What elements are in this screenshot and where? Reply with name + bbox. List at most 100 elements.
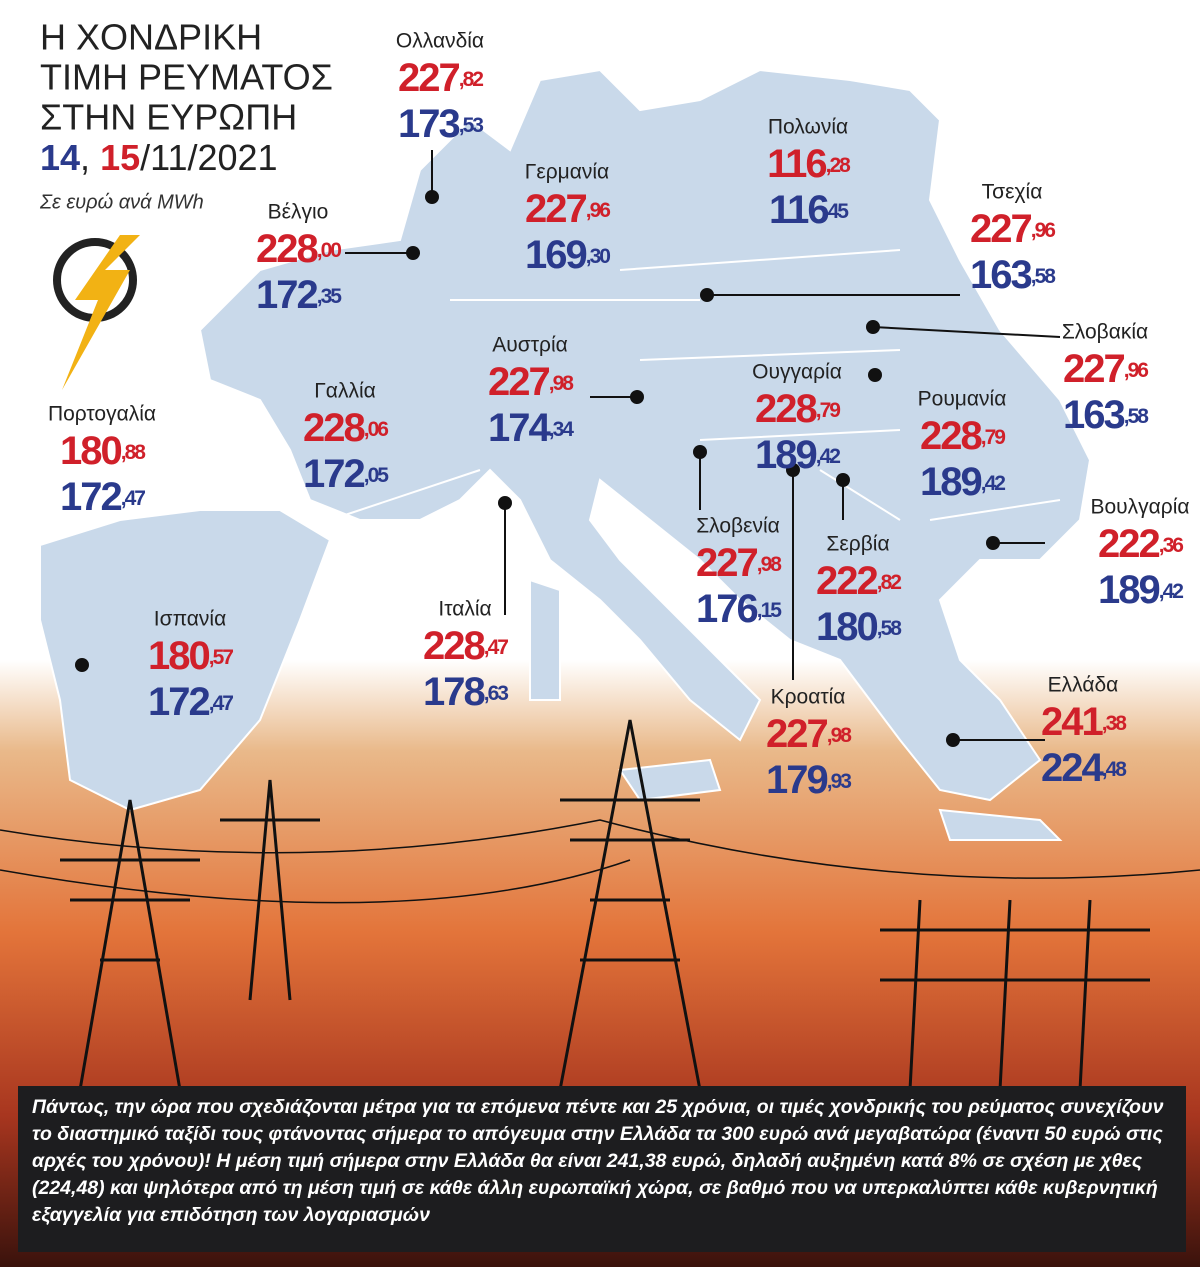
price-fraction: ,98	[757, 553, 783, 576]
price-red: 228,00	[256, 227, 341, 271]
price-red: 227,96	[1063, 347, 1148, 391]
location-dot	[425, 190, 439, 204]
price-red: 222,36	[1098, 522, 1183, 566]
country-name: Βέλγιο	[268, 201, 329, 224]
unit: Σε ευρώ ανά MWh	[39, 191, 204, 213]
price-fraction: ,05	[364, 464, 390, 487]
price-whole: 116	[767, 142, 826, 186]
price-whole: 228	[423, 624, 485, 668]
price-fraction: ,47	[484, 636, 509, 659]
price-fraction: ,79	[816, 399, 841, 422]
price-fraction: ,47	[121, 487, 146, 510]
price-blue: 179,93	[766, 758, 851, 802]
country-name: Τσεχία	[982, 181, 1043, 204]
sicily	[618, 758, 722, 802]
location-dot	[700, 288, 714, 302]
price-fraction: ,98	[827, 724, 853, 747]
price-fraction: ,98	[549, 372, 575, 395]
price-fraction: ,58	[1031, 265, 1057, 288]
date-rest: /11/2021	[140, 137, 277, 178]
price-whole: 227	[488, 360, 549, 404]
price-red: 227,82	[398, 56, 483, 100]
price-fraction: ,36	[1159, 534, 1184, 557]
price-whole: 179	[766, 758, 827, 802]
country-name: Ιταλία	[438, 598, 491, 621]
price-fraction: ,79	[981, 426, 1006, 449]
price-whole: 241	[1041, 700, 1103, 744]
price-fraction: ,96	[586, 199, 611, 222]
country-name: Ρουμανία	[918, 388, 1007, 411]
price-blue: 163,58	[970, 253, 1056, 297]
borders	[329, 249, 1061, 521]
date-day1: 14	[40, 137, 80, 178]
footer-text: Πάντως, την ώρα που σχεδιάζονται μέτρα γ…	[18, 1086, 1186, 1252]
price-whole: 222	[1098, 522, 1159, 566]
price-fraction: ,48	[1102, 758, 1128, 781]
price-whole: 224	[1041, 746, 1104, 790]
price-whole: 180	[148, 634, 209, 678]
country-name: Κροατία	[771, 686, 846, 709]
price-whole: 178	[423, 670, 485, 714]
location-dot	[986, 536, 1000, 550]
price-red: 227,96	[525, 187, 610, 231]
price-red: 228,79	[920, 414, 1005, 458]
country-label: Ελλάδα 241,38 224,48	[1041, 674, 1129, 790]
price-red: 180,57	[148, 634, 233, 678]
price-fraction: ,47	[209, 692, 234, 715]
price-blue: 173,53	[398, 102, 483, 146]
title-line: Η ΧΟΝΔΡΙΚΗ	[40, 17, 262, 58]
price-fraction: ,42	[981, 472, 1006, 495]
country-name: Σλοβενία	[696, 515, 780, 538]
price-whole: 189	[1098, 568, 1159, 612]
price-whole: 174	[488, 406, 551, 450]
price-fraction: 45	[828, 200, 850, 223]
price-fraction: ,38	[1102, 712, 1128, 735]
country-name: Ελλάδα	[1048, 674, 1119, 697]
price-fraction: ,82	[877, 571, 902, 594]
leaders	[75, 150, 1061, 747]
map	[39, 68, 1092, 841]
price-whole: 116	[769, 188, 828, 232]
price-fraction: ,53	[459, 114, 484, 137]
price-red: 116,28	[767, 142, 851, 186]
price-red: 228,79	[755, 387, 840, 431]
pylons	[0, 719, 1200, 1091]
location-dot	[630, 390, 644, 404]
price-red: 228,47	[423, 624, 508, 668]
price-fraction: ,58	[1124, 405, 1150, 428]
price-fraction: ,30	[586, 245, 611, 268]
location-dot	[946, 733, 960, 747]
price-fraction: ,93	[827, 770, 852, 793]
location-dot	[836, 473, 850, 487]
price-fraction: ,00	[317, 239, 342, 262]
lightning-icon	[53, 235, 140, 390]
country-name: Ολλανδία	[396, 30, 484, 53]
price-fraction: ,35	[317, 285, 343, 308]
price-fraction: ,58	[877, 617, 903, 640]
price-blue: 163,58	[1063, 393, 1149, 437]
price-fraction: ,28	[826, 154, 852, 177]
price-whole: 222	[816, 559, 877, 603]
price-red: 180,88	[60, 429, 146, 473]
location-dot	[786, 463, 800, 477]
price-whole: 172	[148, 680, 209, 724]
price-blue: 172,05	[303, 452, 389, 496]
country-name: Ισπανία	[154, 608, 226, 631]
date: 14, 15/11/2021	[40, 137, 278, 178]
country-name: Αυστρία	[492, 334, 568, 357]
price-blue: 178,63	[423, 670, 508, 714]
price-whole: 228	[920, 414, 982, 458]
price-blue: 224,48	[1041, 746, 1127, 790]
country-name: Πορτογαλία	[48, 403, 156, 426]
location-dot	[406, 246, 420, 260]
